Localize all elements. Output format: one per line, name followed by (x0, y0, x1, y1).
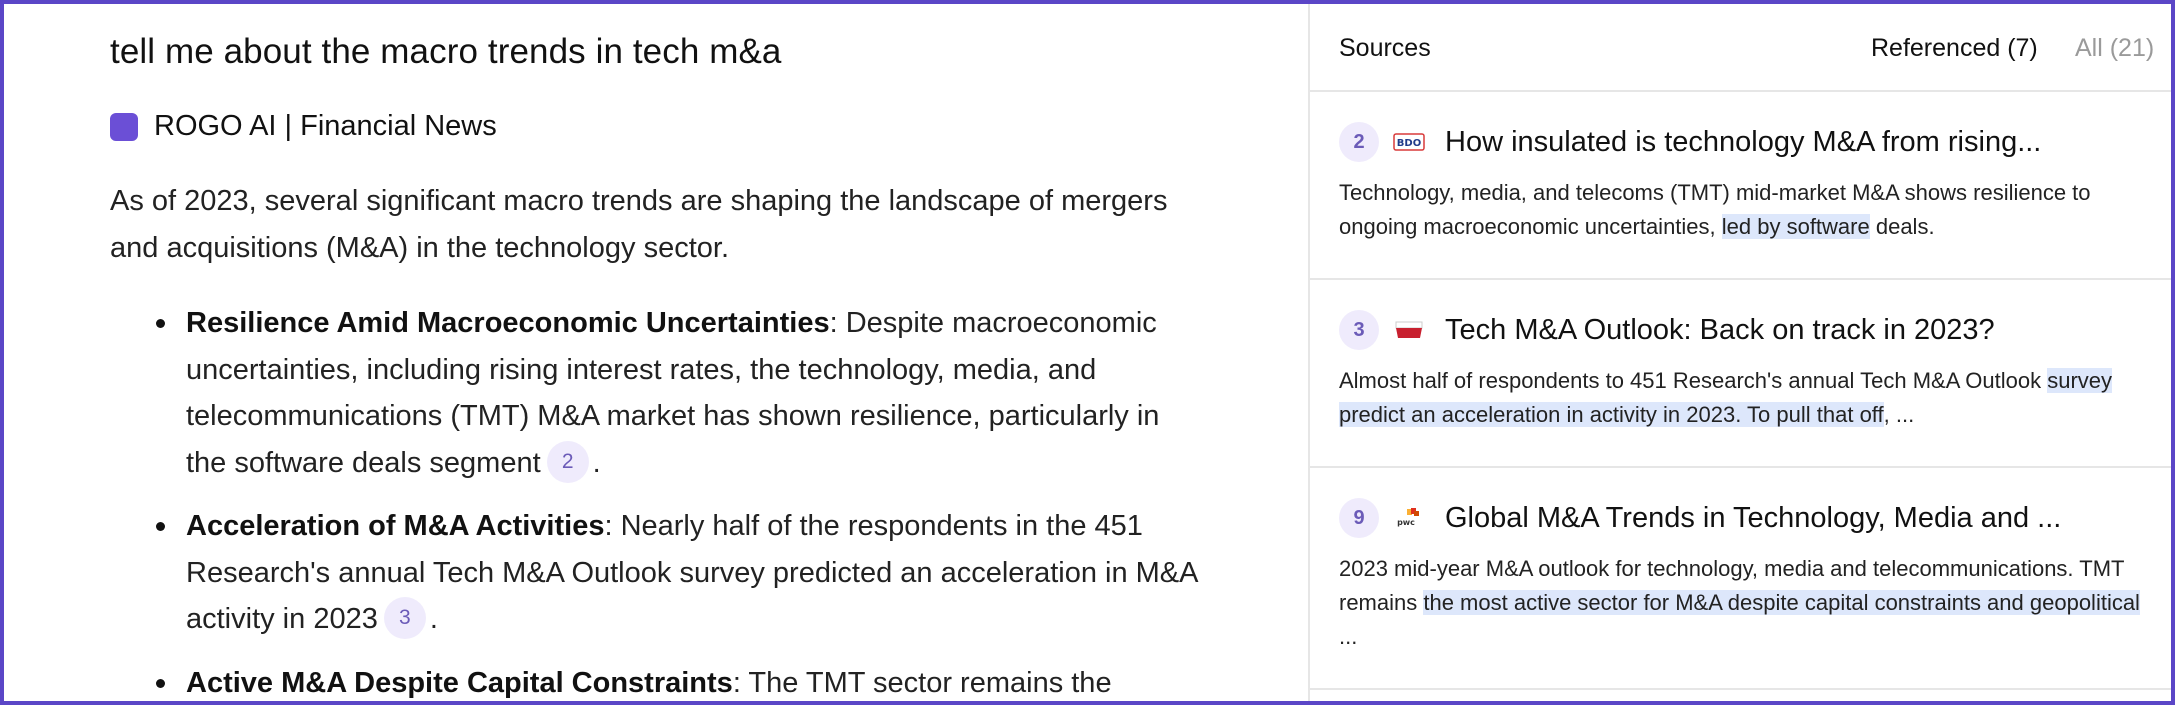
source-card-title[interactable]: Global M&A Trends in Technology, Media a… (1445, 501, 2062, 534)
list-item: Acceleration of M&A Activities: Nearly h… (110, 503, 1200, 643)
sources-panel: Sources Referenced (7) All (21) 2 BDO Ho… (1308, 4, 2171, 701)
snippet-text: 2023 mid-year M&A outlook for technology… (1339, 556, 2125, 615)
source-card-title[interactable]: Tech M&A Outlook: Back on track in 2023? (1445, 313, 1995, 346)
bullet-text: : Despite macroeconomic uncertainties, i… (186, 307, 1160, 479)
source-card-header: 3 Tech M&A Outlook: Back on track in 202… (1339, 280, 2142, 350)
bullet-title: Acceleration of M&A Activities (186, 510, 605, 542)
pwc-logo-icon: pwc (1393, 507, 1425, 529)
bullet-text: : Nearly half of the respondents in the … (186, 510, 1197, 635)
snippet-text: ... (1339, 624, 1358, 649)
source-card-snippet: Technology, media, and telecoms (TMT) mi… (1339, 176, 2142, 274)
list-item: Resilience Amid Macroeconomic Uncertaint… (110, 300, 1200, 486)
source-card-header: 9 pwc Global M&A Trends in Technology, M… (1339, 468, 2142, 538)
source-card[interactable]: 2 BDO How insulated is technology M&A fr… (1310, 92, 2171, 280)
source-line: ROGO AI | Financial News (110, 110, 497, 143)
rogo-logo-icon (110, 112, 138, 141)
source-number-badge: 2 (1339, 122, 1379, 162)
snippet-text: Technology, media, and telecoms (TMT) mi… (1339, 180, 2091, 239)
svg-text:pwc: pwc (1397, 518, 1415, 527)
bdo-logo-icon: BDO (1393, 131, 1425, 153)
source-card-snippet: Almost half of respondents to 451 Resear… (1339, 364, 2142, 462)
source-number-badge: 3 (1339, 310, 1379, 350)
snippet-text: deals. (1869, 214, 1935, 239)
bullet-title: Resilience Amid Macroeconomic Uncertaint… (186, 307, 830, 339)
list-item: Active M&A Despite Capital Constraints: … (110, 660, 1200, 702)
bullet-end: . (429, 603, 438, 635)
source-card-snippet: 2023 mid-year M&A outlook for technology… (1339, 552, 2142, 684)
snippet-text: Almost half of respondents to 451 Resear… (1339, 368, 2048, 393)
spglobal-logo-icon (1393, 319, 1425, 341)
source-card[interactable]: 3 Tech M&A Outlook: Back on track in 202… (1310, 280, 2171, 468)
bullet-title: Active M&A Despite Capital Constraints (186, 666, 733, 699)
bullet-text: : The TMT sector remains the (732, 666, 1112, 699)
tab-all[interactable]: All (21) (2075, 34, 2155, 62)
bullet-end: . (592, 446, 601, 479)
source-card-header: 2 BDO How insulated is technology M&A fr… (1339, 92, 2142, 162)
trend-list: Resilience Amid Macroeconomic Uncertaint… (110, 300, 1200, 701)
snippet-text: , ... (1883, 402, 1915, 427)
sources-title: Sources (1339, 34, 1431, 62)
question-title: tell me about the macro trends in tech m… (110, 32, 782, 71)
sources-header: Sources Referenced (7) All (21) (1310, 4, 2171, 92)
snippet-highlight: led by software (1721, 214, 1870, 239)
answer-panel: tell me about the macro trends in tech m… (4, 4, 1308, 701)
source-number-badge: 9 (1339, 498, 1379, 538)
citation-badge[interactable]: 2 (546, 440, 589, 483)
source-card[interactable]: 9 pwc Global M&A Trends in Technology, M… (1310, 468, 2171, 690)
source-label: ROGO AI | Financial News (154, 110, 497, 142)
source-card-title[interactable]: How insulated is technology M&A from ris… (1445, 125, 2042, 158)
citation-badge[interactable]: 3 (383, 597, 426, 640)
tab-referenced[interactable]: Referenced (7) (1871, 34, 2038, 62)
svg-text:BDO: BDO (1397, 138, 1421, 149)
intro-paragraph: As of 2023, several significant macro tr… (110, 185, 1168, 264)
snippet-highlight: the most active sector for M&A despite c… (1423, 590, 2140, 615)
